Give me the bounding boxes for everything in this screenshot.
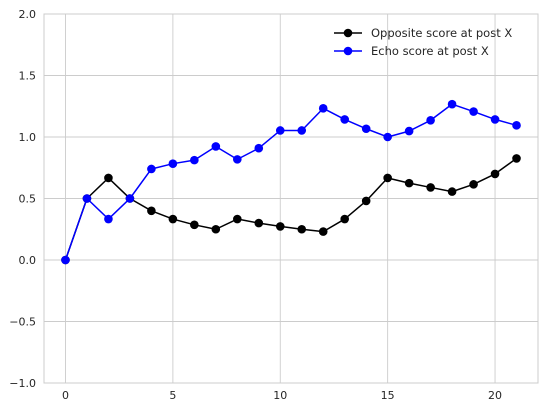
x-tick-label: 10 [273,389,287,402]
data-point [168,214,178,224]
data-point [340,214,349,224]
series-2 [61,99,521,265]
data-point [404,178,414,188]
y-tick-label: 0.5 [19,193,37,206]
x-tick-label: 5 [169,389,176,402]
data-point [340,115,349,124]
legend-label: Echo score at post X [371,44,489,58]
data-point [275,126,285,135]
data-point [211,224,221,234]
data-point [297,126,307,135]
data-point [190,220,199,230]
data-point [469,180,478,189]
legend-marker [343,46,353,56]
data-point [318,104,328,113]
legend: Opposite score at post X Echo score at po… [334,26,512,58]
y-tick-label: 1.0 [19,131,37,144]
data-point [297,224,307,234]
data-point [254,143,264,153]
grid-lines [44,13,538,384]
data-point [104,173,113,183]
data-point [426,183,435,192]
data-point [147,206,156,216]
data-point [104,214,113,224]
data-point [490,115,500,124]
data-point [404,126,414,136]
data-point [383,132,392,142]
y-tick-label: −0.5 [9,316,36,329]
data-point [168,159,178,168]
y-tick-label: 2.0 [19,8,37,21]
legend-label: Opposite score at post X [371,26,512,40]
data-point [211,142,221,151]
data-point [383,173,392,183]
plot-frame [43,13,539,384]
data-point [490,169,500,179]
data-point [469,107,478,116]
legend-item: Opposite score at post X [334,26,512,40]
data-point [147,164,156,174]
series-line [64,103,517,261]
data-point [190,155,199,165]
data-point [361,196,371,206]
data-point [61,255,70,265]
data-point [82,194,92,203]
data-point [447,99,457,109]
data-point [318,227,328,236]
data-point [426,115,435,125]
y-tick-label: −1.0 [9,377,36,390]
x-tick-label: 0 [62,389,69,402]
tick-labels: −1.0 −0.5 0.0 0.5 1.0 1.5 2.0 0 5 10 15 20 [9,8,502,402]
data-point [512,121,521,130]
legend-marker [343,28,353,38]
data-point [254,218,264,228]
data-point [512,154,521,163]
data-point [275,222,285,231]
y-tick-label: 1.5 [19,70,37,83]
data-point [447,187,457,196]
data-point [125,194,135,203]
x-tick-label: 15 [381,389,395,402]
data-point [233,155,242,164]
x-tick-label: 20 [488,389,502,402]
data-point [233,214,242,224]
data-point [361,124,371,134]
y-tick-label: 0.0 [19,254,37,267]
legend-item: Echo score at post X [334,44,489,58]
series-layer [61,99,521,265]
series-line [64,157,517,261]
